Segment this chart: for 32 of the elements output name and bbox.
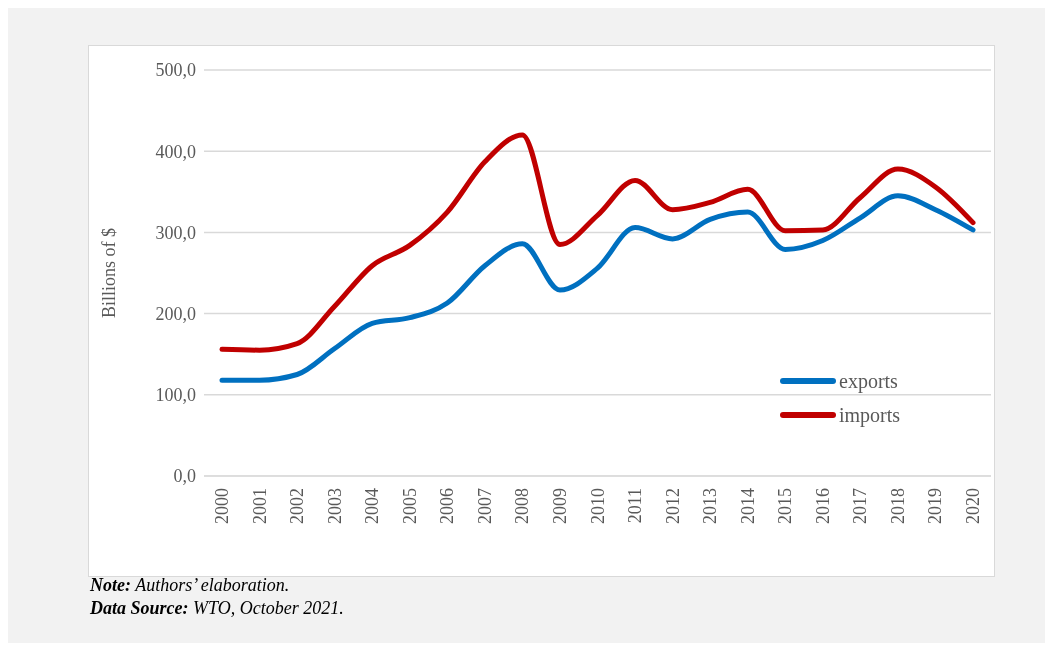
x-tick-label: 2020 <box>963 488 983 524</box>
x-tick-label: 2006 <box>437 488 458 524</box>
text: Note: Authors’ elaboration. <box>90 574 291 597</box>
x-tick-label: 2014 <box>737 488 758 524</box>
x-tick-label: 2011 <box>625 488 646 524</box>
x-tick-label: 2010 <box>587 488 608 524</box>
y-tick-label: 100,0 <box>155 385 196 406</box>
x-tick-label: 2013 <box>700 488 721 524</box>
x-tick-label: 2000 <box>212 488 232 524</box>
x-tick-label: 2001 <box>249 488 270 524</box>
y-tick-label: 0,0 <box>173 466 196 487</box>
x-tick-label: 2019 <box>925 488 946 524</box>
x-tick-label: 2012 <box>662 488 683 524</box>
x-tick-label: 2003 <box>324 488 345 524</box>
legend-label: exports <box>839 369 898 393</box>
y-tick-label: 200,0 <box>155 303 196 324</box>
x-tick-label: 2002 <box>287 488 308 524</box>
legend-label: imports <box>839 403 901 427</box>
x-tick-label: 2017 <box>850 488 871 524</box>
y-tick-label: 500,0 <box>155 60 196 81</box>
x-tick-label: 2018 <box>887 488 908 524</box>
x-tick-label: 2009 <box>549 488 570 524</box>
x-tick-label: 2016 <box>812 488 833 524</box>
y-axis-title: Billions of $ <box>99 227 120 319</box>
y-tick-label: 400,0 <box>155 141 196 162</box>
x-tick-label: 2008 <box>512 488 533 524</box>
x-tick-label: 2005 <box>399 488 420 524</box>
source-note: Data Source: WTO, October 2021. <box>90 597 344 620</box>
x-tick-label: 2004 <box>362 488 383 524</box>
x-tick-label: 2007 <box>474 488 495 524</box>
y-tick-label: 300,0 <box>155 222 196 243</box>
x-tick-label: 2015 <box>775 488 796 524</box>
